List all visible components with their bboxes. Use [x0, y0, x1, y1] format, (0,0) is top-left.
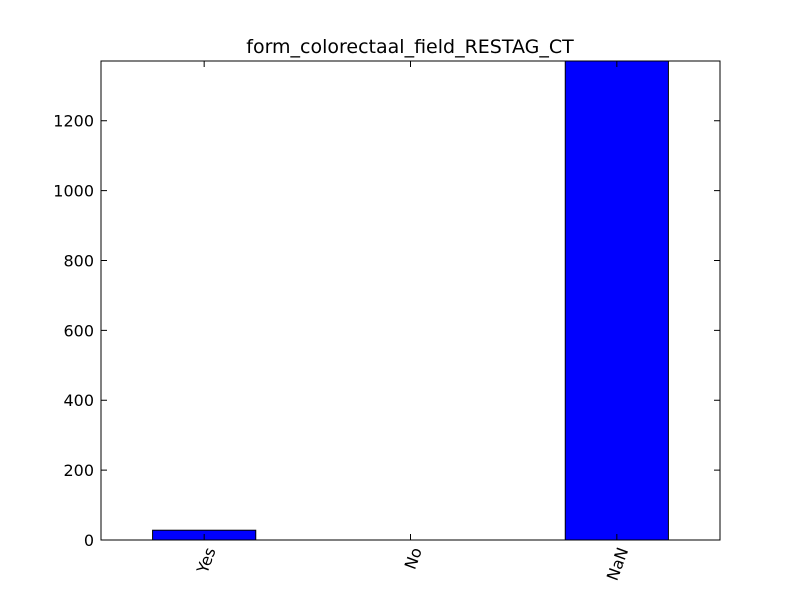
- y-tick-label: 1200: [53, 112, 94, 131]
- y-axis: 0 200 400 600 800 1000 1200: [53, 112, 720, 550]
- y-tick-label: 1000: [53, 182, 94, 201]
- y-tick-label: 800: [63, 251, 94, 270]
- y-tick-label: 600: [63, 321, 94, 340]
- x-tick-label-yes: Yes: [193, 545, 220, 577]
- x-tick-label-no: No: [401, 545, 426, 572]
- x-tick-label-nan: NaN: [603, 545, 632, 583]
- chart-title: form_colorectaal_field_RESTAG_CT: [246, 36, 574, 58]
- y-tick-label: 200: [63, 461, 94, 480]
- bar-nan: [564, 60, 669, 541]
- y-tick-label: 400: [63, 391, 94, 410]
- y-tick-label: 0: [84, 531, 94, 550]
- bars-group: [152, 60, 669, 541]
- plot-frame: [100, 60, 721, 541]
